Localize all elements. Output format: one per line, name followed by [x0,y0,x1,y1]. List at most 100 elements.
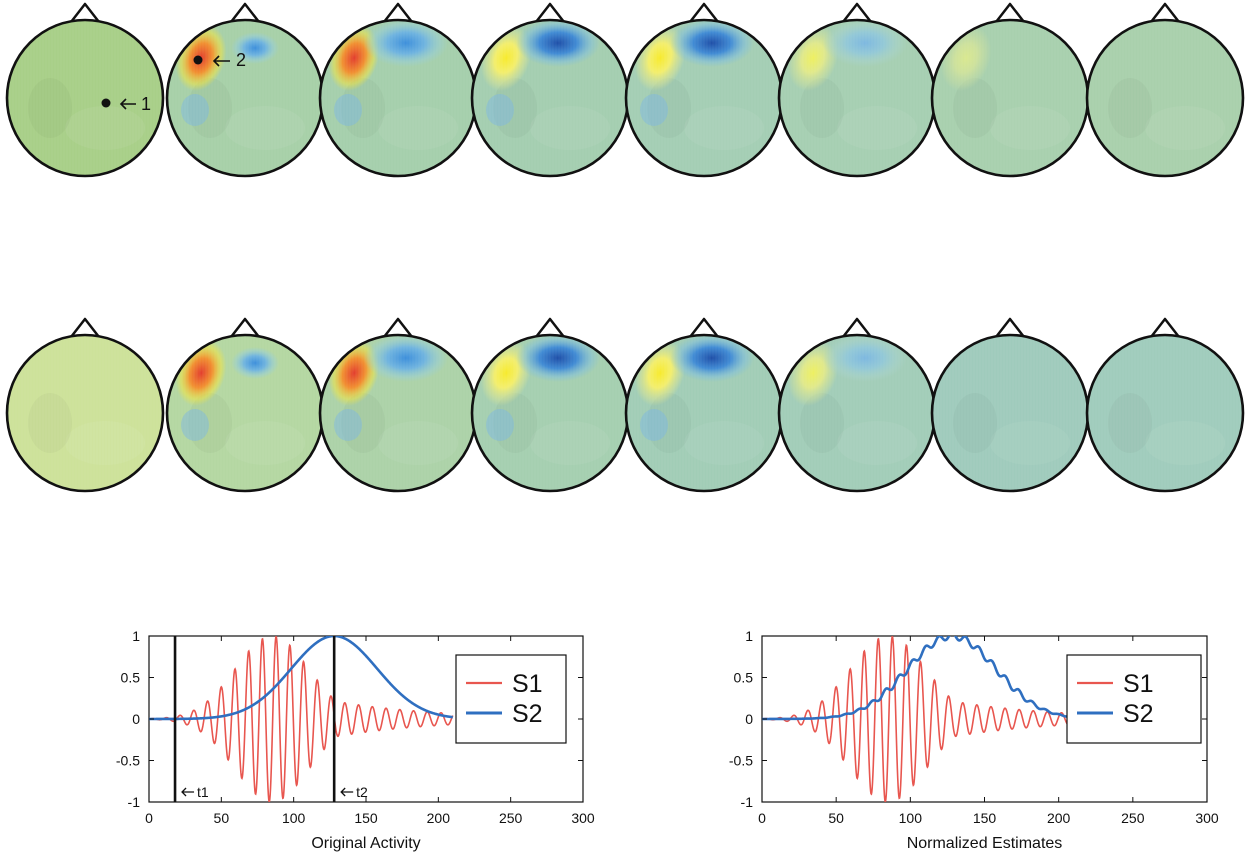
negative-blob [364,335,448,382]
legend-box [455,654,567,744]
head-map [624,317,784,493]
arrow-left-icon [212,55,230,67]
head-outline [1085,18,1245,178]
head-nose [995,317,1025,338]
electrode-2-dot [193,55,203,65]
head-nose [842,317,872,338]
field-patch [65,106,145,150]
arrow-left-icon [119,98,136,110]
head-field [167,335,323,491]
head-map [318,2,478,178]
negative-blob [823,20,907,67]
field-patch [1145,106,1225,150]
x-tick-label: 0 [145,810,153,826]
field-patch [225,421,305,465]
head-nose [535,317,565,338]
negative-blob [670,20,754,67]
field-patch [28,78,72,138]
head-nose [995,2,1025,23]
head-map [470,2,630,178]
series-line-s1 [149,636,454,802]
negative-blob [364,20,448,67]
head-nose [70,2,100,23]
field-patch [378,106,458,150]
head-background [7,20,163,176]
electrode-annotations: 12 [101,50,246,114]
head-map [930,317,1090,493]
field-patch [990,421,1070,465]
negative-blob [231,32,279,64]
arrow-left-icon [340,787,354,797]
negative-blob [181,94,209,126]
field-patch [953,393,997,453]
head-nose [535,2,565,23]
y-tick-label: 0 [132,711,140,727]
head-background [932,335,1088,491]
head-map [624,2,784,178]
head-nose [689,317,719,338]
negative-blob [640,94,668,126]
field-patch [530,421,610,465]
head-background [7,335,163,491]
head-map [5,2,165,178]
negative-blob [486,409,514,441]
negative-blob [334,409,362,441]
line-chart: 0 50 100 150 200 250 300 1 0.5 0 -0.5 -1 Normalized … [729,628,1219,852]
electrode-1-dot [101,98,111,108]
head-nose [842,2,872,23]
x-tick-label: 50 [214,810,230,826]
head-nose [383,317,413,338]
legend-label-s1: S1 [512,670,543,698]
head-nose [383,2,413,23]
x-tick-label: 150 [973,810,997,826]
marker-annotation: t2 [340,784,368,800]
y-tick-label: 0.5 [121,670,141,686]
head-map [5,317,165,493]
electrode-2-label: 2 [236,50,246,70]
y-tick-label: -0.5 [116,753,140,769]
head-nose [689,2,719,23]
x-tick-label: 100 [899,810,923,826]
field-patch [837,106,917,150]
negative-blob [231,347,279,379]
y-tick-label: 1 [745,628,753,644]
negative-blob [640,409,668,441]
x-tick-label: 150 [354,810,378,826]
y-tick-label: -1 [741,794,754,810]
head-nose [230,2,260,23]
y-tick-label: 1 [132,628,140,644]
field-patch [530,106,610,150]
head-map [777,2,937,178]
legend-box [1066,654,1202,744]
line-chart: t1 t2 0 50 100 150 200 250 300 1 0.5 0 -0.5 -1 Origina… [116,628,595,852]
head-map [165,317,325,493]
series-line-s2 [149,636,453,721]
head-map [1085,2,1245,178]
series-line-s2 [762,636,1074,721]
field-patch [65,421,145,465]
field-patch [225,106,305,150]
negative-blob [486,94,514,126]
x-tick-label: 200 [427,810,451,826]
plot-area [149,636,454,802]
x-tick-label: 200 [1047,810,1071,826]
arrow-left-icon [181,787,195,797]
y-tick-label: 0.5 [734,670,754,686]
negative-blob [334,94,362,126]
legend-label-s2: S2 [512,700,543,728]
marker-label: t2 [356,784,368,800]
field-patch [684,421,764,465]
head-nose [1150,2,1180,23]
x-tick-label: 0 [758,810,766,826]
field-patch [1108,78,1152,138]
negative-blob [516,20,600,67]
head-field [626,20,782,176]
plot-area [762,636,1075,802]
head-outline [1085,333,1245,493]
series-line-s1 [762,636,1075,802]
y-tick-label: 0 [745,711,753,727]
field-patch [1145,421,1225,465]
negative-blob [516,335,600,382]
